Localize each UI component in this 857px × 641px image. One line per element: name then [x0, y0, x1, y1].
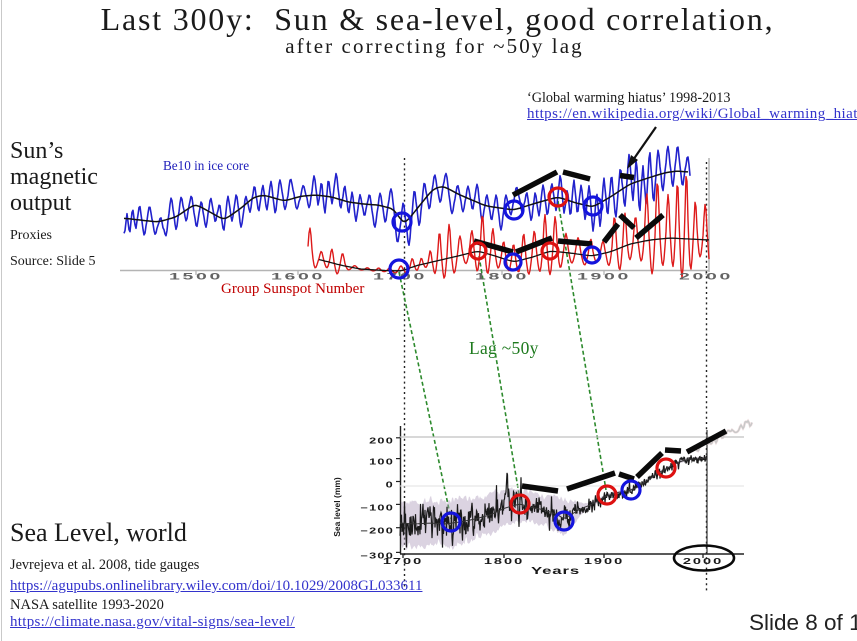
svg-text:2000: 2000: [679, 271, 733, 282]
svg-text:−200: −200: [360, 527, 394, 536]
svg-text:1700: 1700: [383, 557, 423, 567]
svg-text:1800: 1800: [484, 557, 524, 567]
svg-text:1500: 1500: [169, 271, 223, 282]
svg-text:1900: 1900: [584, 557, 624, 567]
svg-text:Sea level (mm): Sea level (mm): [332, 477, 342, 537]
svg-text:−100: −100: [360, 503, 394, 512]
svg-text:−300: −300: [360, 551, 394, 560]
svg-text:Years: Years: [531, 565, 580, 577]
svg-text:0: 0: [386, 480, 394, 489]
svg-text:1600: 1600: [271, 271, 325, 282]
svg-text:200: 200: [369, 437, 394, 446]
svg-text:100: 100: [369, 458, 394, 467]
svg-text:1800: 1800: [475, 271, 529, 282]
svg-text:2000: 2000: [683, 557, 723, 567]
svg-text:1900: 1900: [577, 271, 631, 282]
